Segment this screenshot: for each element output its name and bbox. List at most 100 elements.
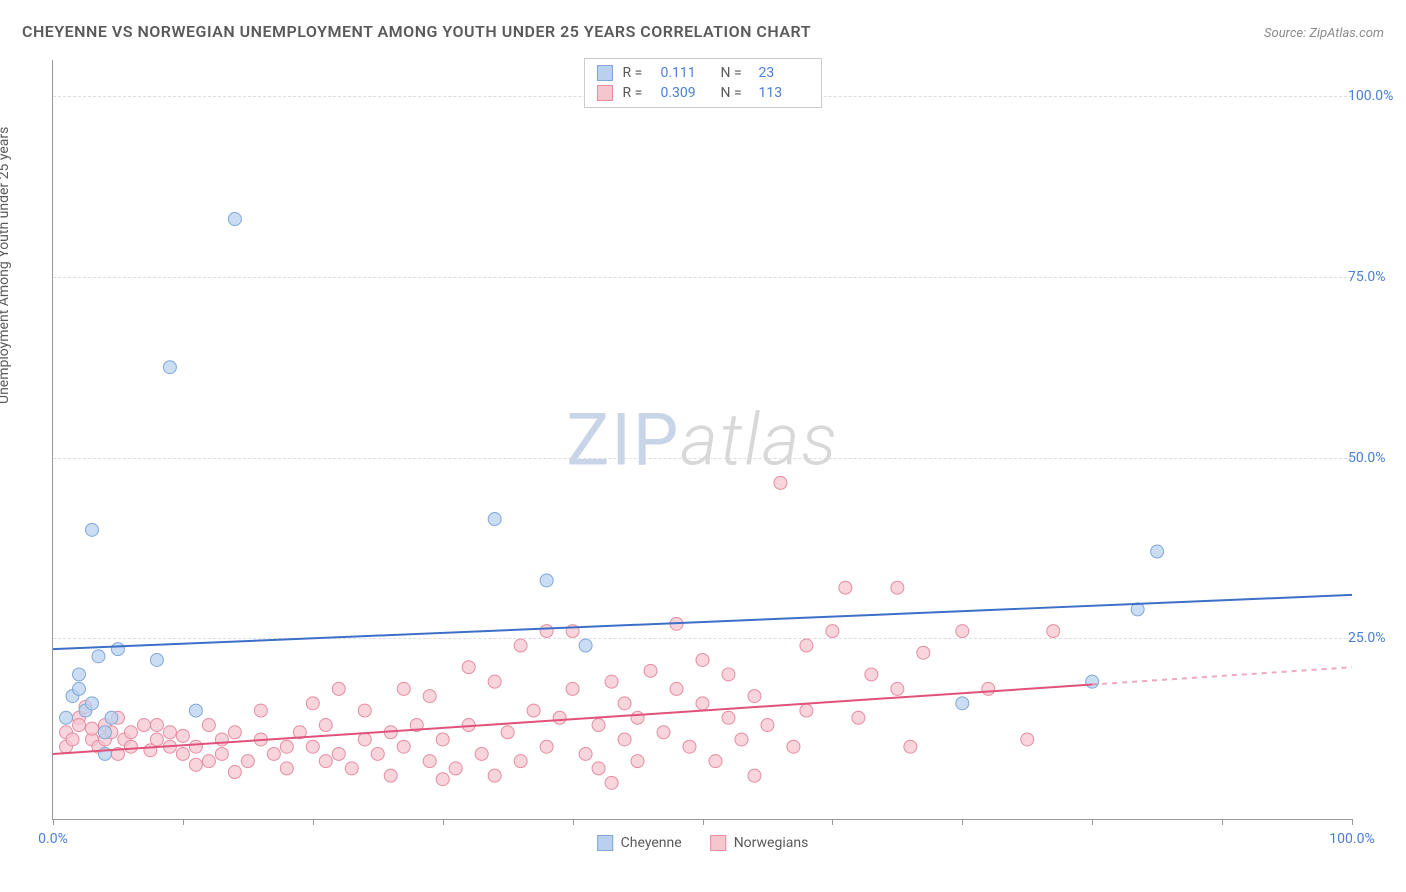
stats-row-cheyenne: R = 0.111 N = 23 bbox=[597, 63, 809, 83]
scatter-point-norwegians bbox=[540, 625, 553, 638]
scatter-point-norwegians bbox=[579, 747, 592, 760]
scatter-point-cheyenne bbox=[579, 639, 592, 652]
scatter-point-norwegians bbox=[137, 719, 150, 732]
swatch-norwegians bbox=[597, 85, 613, 101]
scatter-point-norwegians bbox=[215, 747, 228, 760]
scatter-point-norwegians bbox=[267, 747, 280, 760]
scatter-point-cheyenne bbox=[59, 711, 72, 724]
stat-value-n-cheyenne: 23 bbox=[759, 65, 809, 81]
scatter-point-norwegians bbox=[982, 682, 995, 695]
scatter-point-cheyenne bbox=[1086, 675, 1099, 688]
scatter-point-cheyenne bbox=[98, 726, 111, 739]
chart-title: CHEYENNE VS NORWEGIAN UNEMPLOYMENT AMONG… bbox=[22, 22, 811, 41]
scatter-point-norwegians bbox=[358, 733, 371, 746]
scatter-point-norwegians bbox=[644, 664, 657, 677]
scatter-point-norwegians bbox=[306, 697, 319, 710]
plot-area: R = 0.111 N = 23 R = 0.309 N = 113 ZIPat… bbox=[52, 60, 1352, 820]
swatch-cheyenne bbox=[597, 65, 613, 81]
x-tick bbox=[703, 819, 704, 825]
scatter-point-norwegians bbox=[488, 769, 501, 782]
scatter-point-norwegians bbox=[202, 755, 215, 768]
x-tick-label-max: 100.0% bbox=[1329, 831, 1374, 847]
scatter-point-norwegians bbox=[748, 769, 761, 782]
legend-item-cheyenne: Cheyenne bbox=[597, 835, 682, 851]
scatter-point-norwegians bbox=[631, 755, 644, 768]
scatter-point-norwegians bbox=[800, 704, 813, 717]
x-tick bbox=[183, 819, 184, 825]
scatter-point-norwegians bbox=[306, 740, 319, 753]
scatter-point-norwegians bbox=[592, 762, 605, 775]
y-tick-label: 75.0% bbox=[1348, 269, 1398, 285]
scatter-point-norwegians bbox=[527, 704, 540, 717]
scatter-point-norwegians bbox=[657, 726, 670, 739]
scatter-point-norwegians bbox=[514, 639, 527, 652]
stat-label-r: R = bbox=[623, 85, 651, 101]
scatter-point-cheyenne bbox=[189, 704, 202, 717]
scatter-point-norwegians bbox=[501, 726, 514, 739]
scatter-point-norwegians bbox=[722, 711, 735, 724]
scatter-point-norwegians bbox=[488, 675, 501, 688]
scatter-point-norwegians bbox=[735, 733, 748, 746]
scatter-point-norwegians bbox=[189, 758, 202, 771]
scatter-point-norwegians bbox=[800, 639, 813, 652]
scatter-point-norwegians bbox=[618, 697, 631, 710]
scatter-point-norwegians bbox=[774, 476, 787, 489]
stat-value-r-cheyenne: 0.111 bbox=[661, 65, 711, 81]
stat-label-r: R = bbox=[623, 65, 651, 81]
scatter-point-cheyenne bbox=[150, 653, 163, 666]
x-tick-label-min: 0.0% bbox=[38, 831, 68, 847]
y-tick-label: 25.0% bbox=[1348, 630, 1398, 646]
stat-label-n: N = bbox=[721, 85, 749, 101]
scatter-point-norwegians bbox=[280, 740, 293, 753]
scatter-point-norwegians bbox=[670, 682, 683, 695]
scatter-point-norwegians bbox=[254, 704, 267, 717]
scatter-point-norwegians bbox=[449, 762, 462, 775]
scatter-point-norwegians bbox=[358, 704, 371, 717]
scatter-point-norwegians bbox=[514, 755, 527, 768]
scatter-point-norwegians bbox=[852, 711, 865, 724]
scatter-point-norwegians bbox=[176, 747, 189, 760]
scatter-point-norwegians bbox=[228, 766, 241, 779]
scatter-point-norwegians bbox=[163, 726, 176, 739]
scatter-point-norwegians bbox=[436, 773, 449, 786]
scatter-point-norwegians bbox=[423, 690, 436, 703]
scatter-point-norwegians bbox=[124, 726, 137, 739]
x-tick bbox=[1352, 819, 1353, 825]
scatter-point-norwegians bbox=[748, 690, 761, 703]
scatter-point-norwegians bbox=[722, 668, 735, 681]
stats-legend-box: R = 0.111 N = 23 R = 0.309 N = 113 bbox=[584, 58, 822, 108]
legend-swatch-cheyenne bbox=[597, 835, 613, 851]
scatter-point-norwegians bbox=[228, 726, 241, 739]
x-tick bbox=[1222, 819, 1223, 825]
scatter-point-norwegians bbox=[709, 755, 722, 768]
scatter-point-norwegians bbox=[176, 729, 189, 742]
scatter-point-norwegians bbox=[618, 733, 631, 746]
x-tick bbox=[53, 819, 54, 825]
scatter-point-norwegians bbox=[891, 682, 904, 695]
scatter-point-cheyenne bbox=[540, 574, 553, 587]
scatter-point-norwegians bbox=[592, 719, 605, 732]
legend-item-norwegians: Norwegians bbox=[710, 835, 809, 851]
x-legend: Cheyenne Norwegians bbox=[597, 835, 809, 851]
scatter-point-cheyenne bbox=[105, 711, 118, 724]
scatter-point-norwegians bbox=[696, 697, 709, 710]
scatter-point-norwegians bbox=[462, 661, 475, 674]
stat-value-n-norwegians: 113 bbox=[759, 85, 809, 101]
scatter-point-norwegians bbox=[865, 668, 878, 681]
legend-label-cheyenne: Cheyenne bbox=[621, 835, 682, 851]
scatter-point-norwegians bbox=[384, 769, 397, 782]
scatter-point-norwegians bbox=[124, 740, 137, 753]
x-tick bbox=[443, 819, 444, 825]
scatter-point-norwegians bbox=[826, 625, 839, 638]
scatter-point-norwegians bbox=[371, 747, 384, 760]
scatter-point-norwegians bbox=[72, 719, 85, 732]
scatter-point-norwegians bbox=[280, 762, 293, 775]
scatter-point-cheyenne bbox=[85, 697, 98, 710]
scatter-point-cheyenne bbox=[228, 213, 241, 226]
scatter-point-norwegians bbox=[397, 740, 410, 753]
x-tick bbox=[962, 819, 963, 825]
x-tick bbox=[832, 819, 833, 825]
scatter-point-cheyenne bbox=[72, 668, 85, 681]
scatter-point-norwegians bbox=[319, 719, 332, 732]
scatter-point-norwegians bbox=[631, 711, 644, 724]
